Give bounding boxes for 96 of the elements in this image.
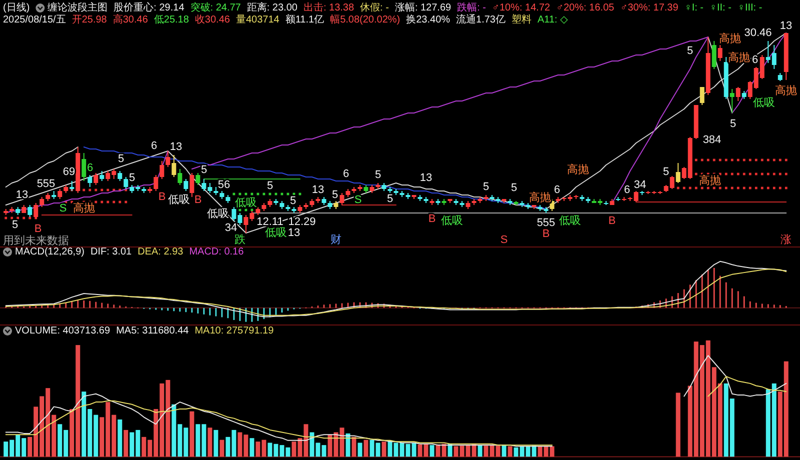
annotation: 5: [200, 164, 208, 176]
text: 跌: [234, 234, 246, 246]
text: ♂10%: 14.72: [492, 2, 551, 14]
text: 距离: 23.00: [246, 2, 298, 14]
annotation: 高抛: [719, 32, 741, 45]
text: 财: [330, 232, 342, 246]
annotation: 384: [702, 134, 722, 146]
annotation: 5: [290, 194, 296, 207]
annotation: 56: [218, 178, 230, 191]
text: MACD: 0.16: [189, 246, 244, 258]
annotation: 6: [624, 184, 630, 196]
annotation: 5: [332, 188, 338, 201]
text: 2025/08/15/五: [3, 14, 66, 26]
annotation: 低吸: [168, 194, 190, 206]
annotation: 高抛: [567, 162, 589, 176]
annotation: 6: [150, 140, 158, 152]
text: 换23.40%: [406, 14, 450, 26]
text: 股价重心: 29.14: [114, 2, 185, 14]
annotation: B: [34, 222, 42, 235]
annotation: 5: [730, 118, 736, 130]
annotation: 6: [86, 162, 94, 174]
text: A11: ◇: [538, 14, 568, 26]
annotation: 34: [634, 178, 646, 191]
annotation: B: [428, 212, 436, 225]
text: 突破: 24.77: [190, 2, 242, 14]
annotation: S: [59, 202, 67, 214]
text: DEA: 2.93: [138, 246, 184, 258]
text: (日线): [3, 2, 30, 14]
annotation: 5: [686, 44, 694, 57]
text: 幅5.08(20.02%): [330, 14, 400, 26]
text: ♂30%: 17.39: [620, 2, 679, 14]
annotation: 69: [62, 166, 76, 178]
text: 缠论波段主图: [48, 2, 108, 14]
text: 跌幅: -: [457, 2, 486, 14]
annotation: 低吸: [559, 214, 581, 227]
text: 量403714: [236, 14, 280, 26]
annotation: 555: [536, 216, 556, 229]
annotation: 5: [118, 152, 124, 165]
annotation: 30.46: [744, 26, 772, 39]
annotation: 13: [420, 172, 432, 184]
annotation: 5: [510, 182, 518, 194]
annotation: 5: [12, 218, 18, 231]
annotation: 12.29: [288, 216, 316, 228]
annotation: 高抛: [699, 174, 721, 187]
text: ♂20%: 16.05: [556, 2, 615, 14]
annotation: 5: [266, 180, 274, 192]
text: MA5: 311680.44: [116, 326, 190, 337]
annotation: 6: [342, 168, 350, 180]
annotation: S: [354, 194, 362, 206]
text: 开25.98: [72, 14, 108, 26]
annotation: B: [542, 228, 550, 240]
text: ♀I: -: [684, 2, 704, 14]
annotation: 6: [752, 54, 758, 66]
annotation: 5: [662, 166, 670, 178]
annotation: 低吸: [265, 226, 287, 239]
annotation: 低吸: [753, 96, 775, 109]
text: 13: [780, 20, 792, 32]
annotation: 13: [16, 188, 28, 201]
annotation: 13: [312, 184, 324, 196]
text: ♀II: -: [709, 2, 732, 14]
text: 涨幅: 127.69: [394, 2, 452, 14]
text: 用到未来数据: [3, 234, 69, 247]
annotation: 高抛: [728, 50, 750, 64]
annotation: 5: [482, 180, 490, 193]
text: DIF: 3.01: [90, 246, 132, 258]
annotation: B: [608, 214, 616, 227]
text: 低25.18: [154, 14, 190, 26]
text: 休假: -: [360, 2, 389, 14]
text: 收30.46: [194, 14, 230, 26]
annotation: 高抛: [73, 201, 95, 214]
text: ♀III: -: [737, 2, 762, 14]
text: VOLUME: 403713.69: [15, 326, 110, 337]
text: MACD(12,26,9): [15, 246, 84, 258]
text: S: [500, 234, 508, 246]
annotation: 34: [224, 222, 238, 234]
text: 流通1.73亿: [456, 14, 506, 26]
annotation: 低吸: [207, 208, 229, 220]
text: 塑料: [512, 14, 532, 26]
annotation: B: [194, 194, 202, 206]
annotation: 13: [170, 140, 182, 153]
text: 高30.46: [112, 14, 148, 26]
annotation: 6: [554, 184, 560, 196]
annotation: 5: [374, 168, 382, 181]
text: 出击: 13.38: [303, 2, 354, 14]
text: 涨: [780, 234, 792, 246]
annotation: 5: [128, 172, 136, 184]
annotation: 13: [288, 226, 300, 239]
annotation: 555: [36, 178, 56, 190]
text: 额11.1亿: [285, 14, 324, 26]
annotation: 高抛: [529, 190, 551, 204]
annotation: 5: [386, 192, 394, 205]
annotation: 低吸: [441, 214, 463, 227]
text: MA10: 275791.19: [194, 326, 274, 337]
annotation: 高抛: [775, 84, 797, 97]
annotation: 低吸: [235, 196, 257, 209]
annotation: B: [158, 190, 166, 203]
